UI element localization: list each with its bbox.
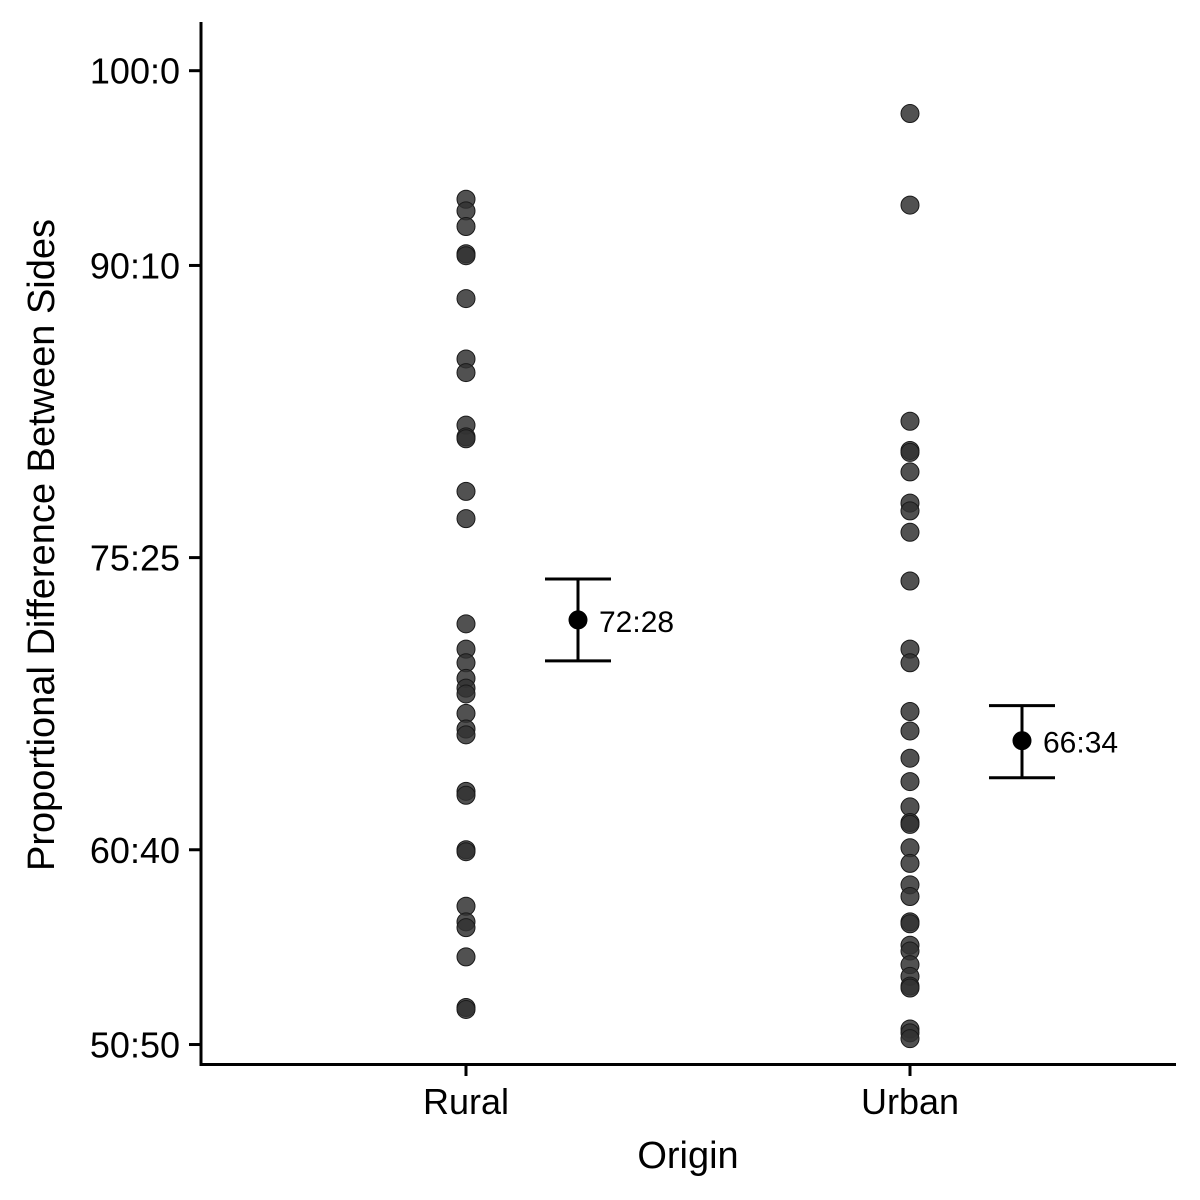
mean-error-bars: 72:28 66:34	[545, 577, 1118, 780]
data-point	[900, 522, 920, 542]
data-point	[900, 571, 920, 591]
data-point	[900, 411, 920, 431]
y-tick-label: 50:50	[90, 1025, 180, 1066]
data-point	[900, 914, 920, 934]
data-point	[900, 501, 920, 521]
mean-point	[1012, 731, 1032, 751]
y-tick-label: 75:25	[90, 538, 180, 579]
data-point	[456, 725, 476, 745]
data-point	[456, 289, 476, 309]
data-point	[456, 363, 476, 383]
data-point	[900, 104, 920, 124]
data-point	[456, 947, 476, 967]
data-point	[900, 721, 920, 741]
data-point	[900, 701, 920, 721]
data-point	[456, 246, 476, 266]
data-point	[900, 748, 920, 768]
y-tick-label: 90:10	[90, 245, 180, 286]
data-point	[456, 217, 476, 237]
data-point	[456, 999, 476, 1019]
y-tick-label: 100:0	[90, 51, 180, 92]
data-point	[900, 653, 920, 673]
data-point	[456, 842, 476, 862]
data-point	[456, 481, 476, 501]
data-point	[456, 684, 476, 704]
data-point	[900, 814, 920, 834]
data-points	[456, 104, 920, 1049]
data-point	[900, 887, 920, 907]
data-point	[900, 442, 920, 462]
data-point	[900, 772, 920, 792]
mean-label: 72:28	[599, 606, 674, 639]
data-point	[900, 853, 920, 873]
data-point	[456, 429, 476, 449]
x-axis-ticks: Rural Urban	[423, 1064, 959, 1122]
x-axis-title: Origin	[637, 1135, 738, 1177]
data-point	[900, 195, 920, 215]
data-point	[900, 1029, 920, 1049]
data-point	[900, 978, 920, 998]
data-point	[456, 918, 476, 938]
y-tick-label: 60:40	[90, 830, 180, 871]
y-axis-ticks: 50:50 60:40 75:25 90:10 100:0	[90, 51, 201, 1066]
x-tick-label: Urban	[861, 1081, 959, 1122]
y-axis-title: Proportional Difference Between Sides	[21, 219, 63, 871]
mean-point	[568, 610, 588, 630]
data-point	[900, 462, 920, 482]
x-tick-label: Rural	[423, 1081, 509, 1122]
mean-label: 66:34	[1043, 727, 1118, 760]
data-point	[456, 509, 476, 529]
data-point	[456, 614, 476, 634]
data-point	[456, 785, 476, 805]
